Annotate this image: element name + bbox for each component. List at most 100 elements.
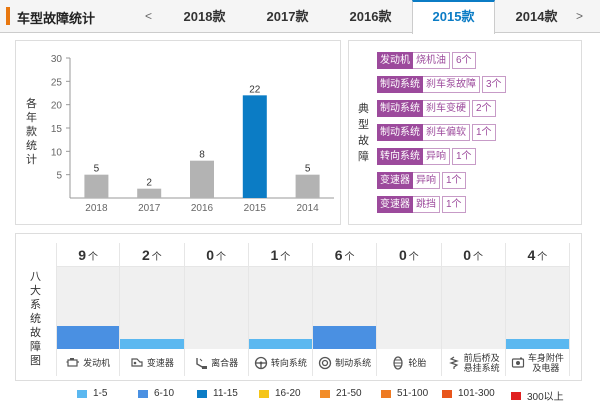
gearbox-icon: [130, 356, 144, 370]
title-accent-bar: [6, 7, 10, 25]
fault-system-tag: 转向系统: [377, 148, 423, 165]
system-column[interactable]: 1 个转向系统: [248, 243, 313, 376]
systems-side-label-char: 障: [30, 341, 41, 353]
tab-2015[interactable]: 2015款: [412, 0, 495, 34]
system-column[interactable]: 0 个离合器: [184, 243, 249, 376]
systems-grid: 9 个发动机 2 个变速器 0 个离合器 1 个转向系统 6 个制动系统 0 个轮胎 0 个前后桥及 悬挂系…: [56, 243, 570, 376]
legend-swatch: [442, 389, 452, 398]
systems-side-label-char: 大: [30, 285, 41, 297]
fault-name: 异响: [413, 172, 440, 189]
system-column[interactable]: 4 个车身附件 及电器: [505, 243, 570, 376]
faults-side-label: 典 型 故 障: [357, 101, 370, 165]
legend-swatch: [320, 389, 330, 398]
bar-value-label: 5: [94, 164, 100, 175]
fault-item[interactable]: 转向系统 异响 1个: [377, 148, 476, 165]
system-column[interactable]: 6 个制动系统: [313, 243, 378, 376]
count-unit: 个: [280, 252, 291, 263]
fault-name: 跳挡: [413, 196, 440, 213]
y-tick-label: 25: [51, 77, 63, 88]
tab-2018[interactable]: 2018款: [183, 9, 226, 24]
y-tick-label: 30: [51, 54, 63, 65]
chart-side-label: 各 年 款 统 计: [25, 97, 38, 167]
fault-item[interactable]: 变速器 跳挡 1个: [377, 196, 466, 213]
system-level-fill: [505, 339, 569, 349]
system-label: 车身附件 及电器: [506, 351, 569, 375]
system-column[interactable]: 9 个发动机: [56, 243, 121, 376]
system-column[interactable]: 2 个变速器: [120, 243, 185, 376]
system-name: 车身附件 及电器: [527, 353, 564, 373]
system-level-fill: [120, 339, 184, 349]
eight-systems-panel: 八 大 系 统 故 障 图 9 个发动机 2 个变速器 0 个离合器 1 个转向系统 6 个制动系…: [15, 233, 582, 381]
suspension-icon: [447, 356, 461, 370]
system-column[interactable]: 0 个轮胎: [377, 243, 442, 376]
fault-count: 1个: [442, 196, 466, 213]
fault-system-tag: 发动机: [377, 52, 413, 69]
fault-item[interactable]: 制动系统 刹车偏软 1个: [377, 124, 496, 141]
steering-wheel-icon: [254, 356, 268, 370]
fault-item[interactable]: 变速器 异响 1个: [377, 172, 466, 189]
system-level-area: [441, 267, 505, 349]
legend-item: 300以上: [511, 388, 564, 403]
car-body-icon: [511, 356, 525, 370]
legend-swatch: [138, 389, 148, 398]
fault-name: 刹车泵故障: [423, 76, 480, 93]
fault-name: 异响: [423, 148, 450, 165]
fault-system-tag: 制动系统: [377, 76, 423, 93]
system-name: 变速器: [146, 358, 174, 368]
systems-side-label-char: 图: [30, 355, 41, 367]
system-label: 前后桥及 悬挂系统: [442, 351, 505, 375]
prev-tab-arrow[interactable]: <: [145, 9, 153, 23]
legend-swatch: [197, 389, 207, 398]
x-tick-label: 2016: [191, 203, 214, 214]
legend-label: 101-300: [458, 388, 495, 399]
x-tick-label: 2014: [296, 203, 319, 214]
legend-item: 16-20: [259, 388, 301, 399]
system-label: 制动系统: [313, 351, 376, 375]
chart-side-label-char: 统: [26, 140, 37, 152]
fault-count: 6个: [452, 52, 476, 69]
legend-label: 21-50: [336, 388, 362, 399]
system-name: 转向系统: [270, 358, 307, 368]
tab-2016[interactable]: 2016款: [349, 9, 392, 24]
system-name: 轮胎: [408, 358, 427, 368]
system-level-area: [184, 267, 248, 349]
tab-2017[interactable]: 2017款: [266, 9, 309, 24]
count-unit: 个: [88, 252, 99, 263]
bar: [84, 174, 109, 198]
systems-side-label-char: 统: [30, 313, 41, 325]
tab-2014[interactable]: 2014款: [515, 9, 558, 24]
faults-side-label-char: 障: [358, 151, 369, 163]
legend-item: 6-10: [138, 388, 174, 399]
legend-swatch: [259, 389, 269, 398]
fault-item[interactable]: 制动系统 刹车变硬 2个: [377, 100, 496, 117]
bar-value-label: 22: [249, 84, 261, 95]
legend-label: 1-5: [93, 388, 108, 399]
header: 车型故障统计 < 2018款 2017款 2016款 2015款 2014款 >: [0, 0, 600, 34]
count-unit: 个: [537, 252, 548, 263]
count-unit: 个: [216, 252, 227, 263]
fault-count: 3个: [482, 76, 506, 93]
system-column[interactable]: 0 个前后桥及 悬挂系统: [441, 243, 506, 376]
legend: 1-5 6-10 11-15 16-20 21-50 51-100 101-300 300以上: [0, 388, 600, 403]
next-tab-arrow[interactable]: >: [576, 9, 584, 23]
count-unit: 个: [151, 252, 162, 263]
fault-name: 刹车变硬: [423, 100, 470, 117]
fault-item[interactable]: 发动机 烧机油 6个: [377, 52, 476, 69]
system-level-area: [377, 267, 441, 349]
legend-label: 51-100: [397, 388, 429, 399]
legend-item: 101-300: [442, 388, 495, 399]
system-level-area: [313, 267, 377, 349]
system-label: 变速器: [120, 351, 183, 375]
fault-item[interactable]: 制动系统 刹车泵故障 3个: [377, 76, 506, 93]
x-tick-label: 2018: [85, 203, 108, 214]
fault-system-tag: 变速器: [377, 172, 413, 189]
yearly-stats-panel: 各 年 款 统 计 5 10 15 20 25 30 5 2018 2 2017 8 2016 22 20…: [15, 40, 341, 225]
system-level-area: [248, 267, 312, 349]
systems-side-label-char: 故: [30, 327, 41, 339]
fault-system-tag: 制动系统: [377, 124, 423, 141]
